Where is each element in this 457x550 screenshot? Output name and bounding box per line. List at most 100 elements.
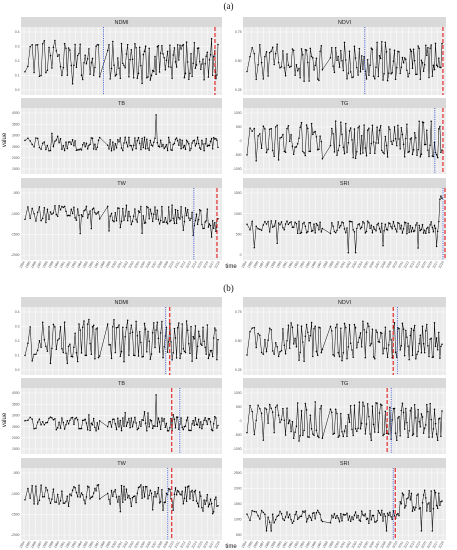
x-tick-label: 1998	[99, 540, 106, 549]
panel-strip	[21, 458, 222, 468]
data-point	[310, 122, 313, 125]
data-point	[195, 213, 198, 215]
data-point	[96, 44, 99, 46]
data-point	[411, 67, 414, 70]
data-point	[332, 516, 334, 519]
data-point	[176, 43, 179, 46]
data-point	[202, 423, 204, 426]
data-point	[192, 335, 194, 338]
y-tick-label: 0.1	[15, 74, 20, 78]
data-point	[55, 49, 58, 52]
data-point	[383, 433, 385, 436]
data-point	[84, 54, 86, 57]
data-point	[135, 218, 137, 221]
data-point	[430, 120, 432, 123]
x-tick-label: 2001	[339, 540, 346, 549]
data-point	[165, 492, 168, 495]
data-point	[63, 502, 66, 504]
data-point	[316, 435, 319, 437]
data-point	[166, 351, 169, 353]
data-point	[439, 125, 441, 128]
data-point	[415, 358, 417, 360]
data-point	[123, 219, 125, 221]
data-point	[375, 329, 377, 331]
data-point	[204, 221, 206, 223]
data-point	[389, 48, 391, 50]
data-point	[183, 76, 186, 79]
data-point	[48, 218, 50, 220]
data-point	[61, 74, 63, 77]
data-point	[399, 72, 401, 75]
data-point	[392, 139, 395, 142]
data-point	[117, 57, 119, 59]
x-tick-label: 1994	[299, 540, 306, 549]
data-point	[204, 416, 206, 419]
data-point	[416, 353, 418, 355]
data-point	[131, 496, 134, 499]
data-point	[246, 70, 248, 73]
data-point	[84, 145, 86, 148]
data-point	[48, 497, 50, 500]
data-point	[249, 331, 251, 333]
data-point	[95, 148, 97, 151]
data-point	[136, 139, 139, 142]
data-point	[142, 53, 145, 56]
data-point	[405, 58, 407, 61]
x-tick-label: 1997	[93, 260, 100, 269]
data-point	[423, 489, 426, 492]
data-point	[186, 329, 189, 331]
data-point	[299, 232, 301, 235]
data-point	[300, 231, 303, 234]
data-point	[79, 496, 81, 498]
data-point	[172, 413, 174, 416]
data-point	[406, 69, 408, 72]
data-point	[212, 227, 215, 230]
data-point	[329, 144, 332, 147]
data-point	[113, 319, 115, 321]
panel-strip	[243, 458, 446, 468]
data-point	[161, 488, 163, 491]
data-point	[63, 428, 66, 430]
data-point	[92, 207, 95, 209]
data-point	[130, 417, 133, 419]
data-point	[203, 340, 205, 343]
data-point	[171, 77, 173, 79]
data-point	[149, 139, 152, 142]
x-tick-label: 2007	[151, 540, 158, 549]
data-point	[210, 502, 213, 505]
data-point	[382, 151, 384, 153]
data-point	[157, 337, 160, 340]
data-point	[195, 500, 198, 502]
data-point	[70, 64, 73, 67]
data-point	[56, 339, 59, 341]
data-point	[418, 508, 420, 510]
data-point	[143, 50, 146, 53]
data-point	[40, 424, 42, 426]
x-tick-label: 1985	[24, 260, 31, 269]
data-point	[33, 71, 35, 74]
data-point	[97, 139, 100, 142]
data-point	[92, 417, 95, 420]
data-point	[138, 486, 141, 488]
data-point	[318, 148, 320, 150]
x-tick-label: 1990	[275, 260, 282, 269]
data-point	[97, 44, 100, 46]
data-point	[180, 494, 182, 496]
data-point	[65, 500, 67, 503]
data-point	[132, 77, 135, 79]
data-point	[155, 394, 157, 396]
data-point	[129, 426, 131, 429]
data-point	[340, 121, 342, 124]
data-point	[391, 518, 393, 520]
data-point	[394, 432, 397, 434]
data-point	[391, 356, 393, 359]
data-point	[150, 353, 153, 355]
x-tick-label: 1989	[47, 260, 54, 269]
data-point	[92, 492, 95, 494]
data-point	[318, 79, 320, 82]
data-point	[294, 146, 296, 148]
data-point	[309, 516, 312, 518]
data-point	[41, 217, 44, 220]
data-point	[200, 421, 202, 423]
data-point	[413, 324, 416, 327]
